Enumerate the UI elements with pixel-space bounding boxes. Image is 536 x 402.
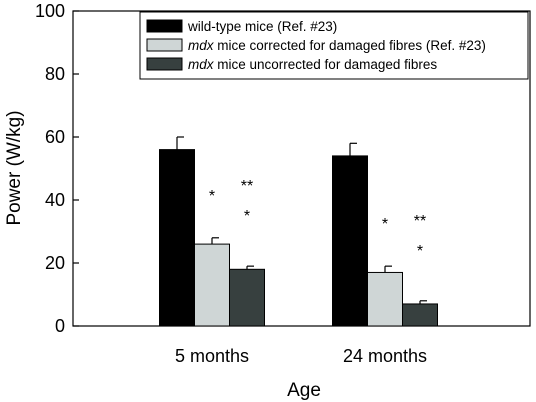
significance-marker: **: [414, 213, 426, 230]
significance-marker: *: [382, 216, 388, 233]
y-tick-label: 0: [55, 316, 65, 336]
bar: [194, 243, 230, 327]
legend-entry-text: mice uncorrected for damaged fibres: [214, 57, 438, 72]
legend-entry-italic: mdx: [188, 38, 215, 53]
plot-frame: [72, 10, 531, 327]
legend-box: [139, 11, 529, 80]
x-category-label: 24 months: [343, 346, 427, 366]
legend-swatch: [146, 19, 183, 33]
legend-entry-italic: mdx: [188, 57, 215, 72]
plot-area-border: [72, 10, 531, 327]
significance-marker: *: [244, 208, 250, 225]
legend-entry: mdx mice corrected for damaged fibres (R…: [188, 38, 486, 53]
legend-entry-text: wild-type mice (Ref. #23): [187, 19, 337, 34]
bar: [159, 149, 195, 327]
x-category-label: 5 months: [175, 346, 249, 366]
legend-swatch: [146, 38, 183, 52]
bars: **** * ***: [159, 136, 438, 327]
legend-entry: wild-type mice (Ref. #23): [187, 19, 337, 34]
significance-marker: *: [209, 188, 215, 205]
legend-entry: mdx mice uncorrected for damaged fibres: [188, 57, 437, 72]
y-axis: 0 20 40 60 80 100: [35, 1, 79, 336]
bar: [229, 268, 265, 327]
y-tick-label: 80: [45, 64, 65, 84]
bar: [332, 155, 368, 327]
y-axis-label: Power (W/kg): [4, 110, 25, 225]
x-axis: 5 months 24 months: [175, 346, 427, 366]
significance-marker: *: [417, 243, 423, 260]
y-tick-label: 40: [45, 190, 65, 210]
legend: wild-type mice (Ref. #23) mdx mice correc…: [139, 11, 529, 80]
y-tick-label: 100: [35, 1, 65, 21]
significance-marker: **: [241, 178, 253, 195]
y-tick-label: 20: [45, 253, 65, 273]
bar: [367, 271, 403, 327]
legend-swatch: [146, 57, 183, 71]
x-axis-label: Age: [287, 380, 321, 401]
y-tick-label: 60: [45, 127, 65, 147]
legend-entry-text: mice corrected for damaged fibres (Ref. …: [214, 38, 486, 53]
bar: [402, 303, 438, 327]
